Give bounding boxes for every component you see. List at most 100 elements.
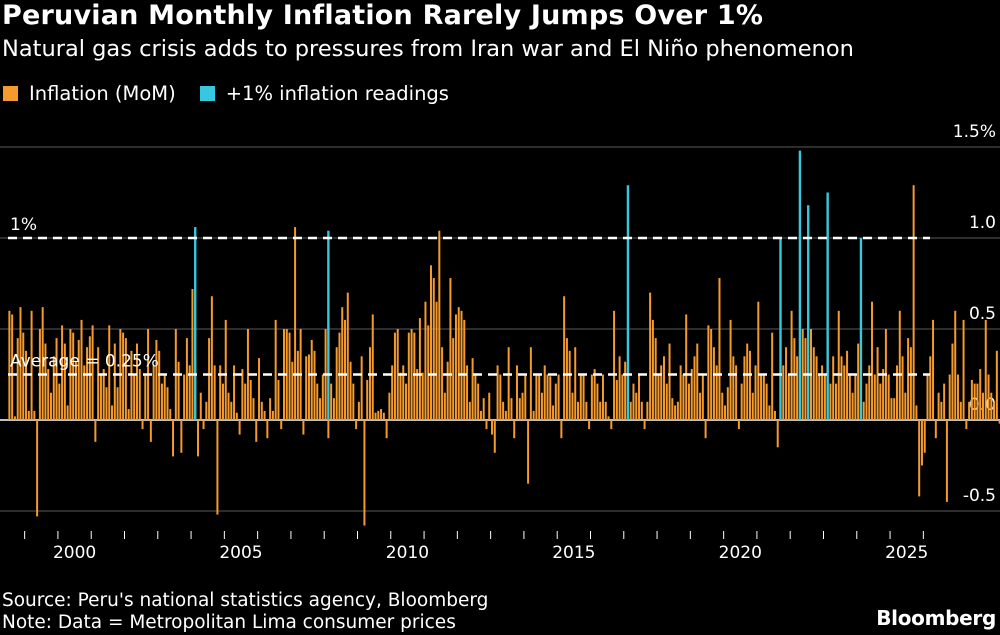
bar [305, 356, 308, 420]
bar [613, 310, 616, 420]
bar [615, 379, 618, 420]
bar [66, 405, 69, 420]
bar [280, 420, 283, 430]
bar [199, 392, 202, 420]
bar [49, 392, 52, 420]
bar [721, 392, 724, 420]
bar [102, 369, 105, 420]
bar [540, 392, 543, 420]
bar [563, 296, 566, 420]
bar [834, 383, 837, 420]
bar [249, 379, 252, 420]
bar [851, 392, 854, 420]
bar [99, 374, 102, 420]
bar [321, 374, 324, 420]
bar [771, 332, 774, 420]
bar [488, 392, 491, 420]
bar [122, 332, 125, 420]
bar [213, 365, 216, 420]
bar [527, 420, 530, 484]
bar [970, 379, 973, 420]
bar [965, 420, 968, 430]
bar [990, 392, 993, 420]
bar [158, 350, 161, 420]
bar [685, 314, 688, 420]
bar [690, 369, 693, 420]
bar [388, 392, 391, 420]
bar [649, 292, 652, 420]
bar [252, 398, 255, 420]
bar [443, 392, 446, 420]
bar [327, 420, 330, 439]
bar [557, 374, 560, 420]
bar [83, 365, 86, 420]
bar [113, 343, 116, 420]
bar [923, 420, 926, 453]
bar [510, 398, 513, 420]
bar [918, 420, 921, 497]
bar [574, 347, 577, 420]
bar [920, 420, 923, 466]
bar [374, 412, 377, 420]
bar [205, 401, 208, 420]
bar [493, 420, 496, 453]
y-tick-label: 1.0 [969, 213, 996, 233]
bar [468, 401, 471, 420]
bar [596, 383, 599, 420]
bar [940, 401, 943, 420]
high-reading-bar [859, 238, 863, 420]
bar [405, 383, 408, 420]
bar [169, 409, 172, 420]
bar [441, 347, 444, 420]
bar [108, 325, 111, 420]
bar [954, 310, 957, 420]
bar [155, 339, 158, 420]
bar [36, 420, 39, 517]
bar [346, 292, 349, 420]
bar [785, 347, 788, 420]
bar [538, 374, 541, 420]
bar [812, 347, 815, 420]
bar [416, 369, 419, 420]
bar [754, 365, 757, 420]
bar [33, 410, 36, 420]
bar [926, 374, 929, 420]
bar [585, 401, 588, 420]
bar [876, 347, 879, 420]
bar [907, 338, 910, 420]
bar [452, 338, 455, 420]
bar [344, 319, 347, 420]
bar [44, 343, 47, 420]
bar [360, 356, 363, 420]
bar [260, 401, 263, 420]
bar [607, 416, 610, 420]
bar [552, 405, 555, 420]
bar [995, 350, 998, 420]
bar [976, 383, 979, 420]
bar [446, 361, 449, 420]
bar [912, 185, 915, 420]
bar [577, 401, 580, 420]
average-label: Average = 0.25% [10, 352, 159, 372]
bar [269, 398, 272, 420]
bar [371, 314, 374, 420]
bar [579, 374, 582, 420]
bar [837, 310, 840, 420]
bar [424, 301, 427, 420]
bar [768, 405, 771, 420]
bar [945, 420, 948, 502]
bar [482, 398, 485, 420]
bar [973, 383, 976, 420]
bar [984, 319, 987, 420]
bar [693, 356, 696, 420]
bar [943, 383, 946, 420]
bar [407, 332, 410, 420]
bar [937, 392, 940, 420]
bar [909, 347, 912, 420]
y-tick-label: -0.5 [963, 486, 996, 506]
bar [86, 347, 89, 420]
bar [352, 383, 355, 420]
bar [111, 405, 114, 420]
bar [582, 374, 585, 420]
bar [263, 410, 266, 420]
